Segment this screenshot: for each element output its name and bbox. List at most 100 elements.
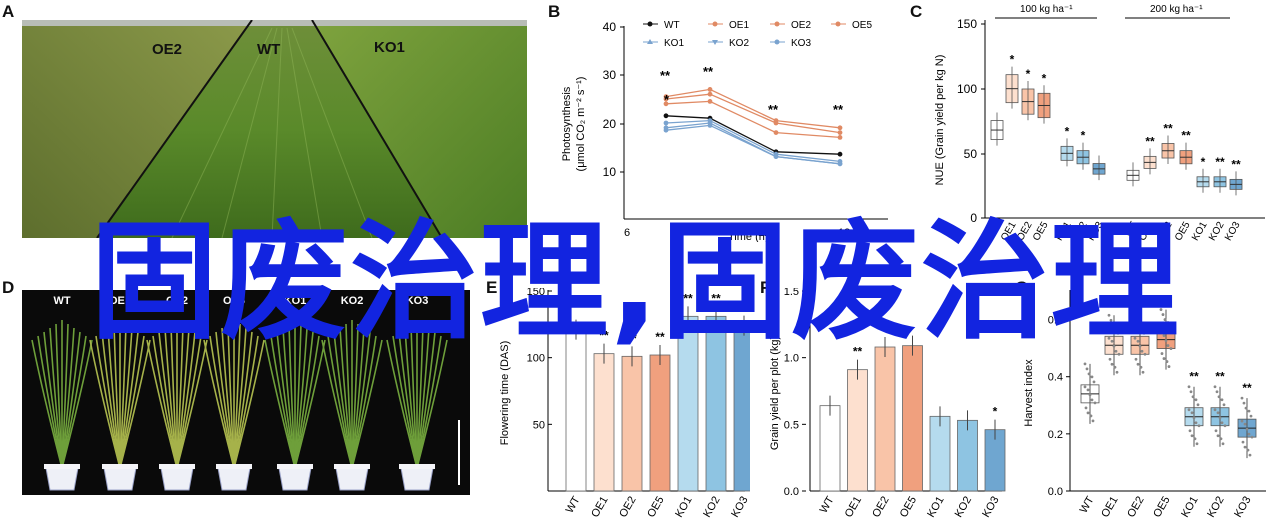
g-dot (1192, 416, 1196, 420)
xtick-ko2: KO2 (953, 495, 974, 520)
g-xtick-ko1: KO1 (1179, 495, 1200, 520)
plant-label-ko1: KO1 (284, 295, 307, 307)
b-sig-1: ** (660, 68, 671, 83)
b-point-ko3 (837, 161, 843, 167)
b-series-line-oe1 (665, 93, 841, 134)
bar-oe5 (649, 354, 671, 492)
b-point-oe5 (773, 130, 779, 135)
g-dot (1110, 339, 1114, 343)
g-dot (1109, 318, 1113, 322)
g-dot (1162, 334, 1166, 337)
b-point-ko3 (773, 154, 779, 160)
plant-ko3 (386, 320, 448, 491)
ytick: 100 (527, 353, 545, 365)
g-dot (1137, 323, 1141, 327)
c-xtick-ko2: KO2 (1207, 220, 1227, 243)
ytick: 0.5 (784, 419, 799, 431)
g-dot (1240, 396, 1244, 400)
plant-ko1 (264, 320, 326, 491)
g-dot (1092, 380, 1096, 384)
g-dot (1086, 388, 1090, 392)
bar-ko2 (957, 419, 978, 492)
bar-sig: ** (880, 322, 890, 336)
c-sig: ** (1231, 157, 1241, 171)
g-dot (1216, 434, 1220, 438)
photo-label-wt: WT (257, 41, 280, 58)
xtick-oe2: OE2 (617, 495, 638, 520)
g-dot (1220, 398, 1224, 402)
flowering-chart: Flowering time (DAS) ** ** ** ** ** ** WT OE1 O… (499, 288, 750, 520)
g-dot (1215, 390, 1219, 394)
g-dot (1244, 406, 1248, 410)
b-legend-ko1: KO1 (664, 38, 684, 49)
panel-g-letter: G (1015, 278, 1029, 297)
g-sig: ** (1215, 370, 1225, 384)
g-dot (1194, 421, 1198, 425)
g-sig: ** (1109, 298, 1119, 312)
bar-oe1 (593, 353, 615, 492)
field-photo-drawing: OE2 WT KO1 (22, 20, 527, 238)
panel-b-letter: B (548, 2, 561, 21)
f-ylabel: Grain yield per plot (kg) (769, 336, 781, 450)
g-dot (1194, 398, 1198, 402)
g-dot (1088, 393, 1092, 397)
b-point-wt (663, 113, 669, 119)
c-ylabel: NUE (Grain yield per kg N) (934, 55, 946, 186)
b-point-ko1 (663, 120, 669, 126)
panel-d-letter: D (2, 278, 15, 297)
plant-oe1 (89, 320, 151, 491)
b-series-line-oe5 (665, 100, 841, 139)
plant-wt (31, 320, 93, 491)
panel-f-letter: F (760, 278, 771, 297)
xtick-wt: WT (564, 494, 583, 515)
g-ytick: 0.4 (1048, 372, 1063, 384)
xtick-oe1: OE1 (589, 495, 610, 520)
g-dot (1222, 403, 1226, 407)
b-ytick-40: 40 (603, 20, 617, 34)
photosynthesis-chart: 10 20 30 40 Photosynthesis (μmol CO₂ m⁻²… (561, 20, 888, 242)
g-dot (1136, 339, 1140, 343)
plant-label-ko2: KO2 (341, 295, 364, 307)
plant-label-oe2: OE2 (166, 295, 188, 307)
g-dot (1091, 419, 1095, 423)
g-dot (1139, 365, 1143, 369)
photo-label-oe2: OE2 (152, 41, 182, 58)
c-sig: * (1010, 53, 1015, 67)
c-sig: * (1081, 129, 1086, 143)
g-sig: ** (1242, 381, 1252, 395)
g-dot (1090, 398, 1094, 402)
c-sig: ** (1145, 134, 1155, 148)
xtick-ko3: KO3 (980, 495, 1001, 520)
xtick-ko1: KO1 (673, 495, 694, 520)
g-dot (1216, 411, 1220, 415)
xtick-oe5: OE5 (645, 495, 666, 520)
xtick-wt: WT (818, 494, 837, 515)
g-dot (1168, 326, 1172, 329)
c-xtick-ko3: KO3 (1223, 220, 1243, 243)
g-dot (1189, 390, 1193, 394)
b-legend-ko3: KO3 (791, 38, 811, 49)
panel-c-letter: C (910, 2, 923, 21)
g-dot (1140, 326, 1144, 330)
g-dot (1164, 339, 1168, 342)
g-xtick-oe2: OE2 (1125, 495, 1146, 520)
xtick-ko3: KO3 (729, 495, 750, 520)
b-point-ko3 (707, 123, 713, 128)
g-dot (1240, 419, 1244, 423)
g-xtick-wt: WT (1078, 494, 1097, 515)
b-ytick-30: 30 (603, 68, 617, 82)
bar-sig: ** (655, 330, 665, 344)
plant-ko2 (321, 320, 383, 491)
bar-sig: ** (627, 331, 637, 345)
bar-sig: * (993, 405, 998, 419)
g-dot (1221, 442, 1225, 446)
g-dot (1114, 326, 1118, 330)
b-xtick-6: 6 (624, 227, 630, 239)
g-dot (1243, 422, 1247, 426)
c-group-100: 100 kg ha⁻¹ (1020, 4, 1073, 15)
g-dot (1084, 406, 1088, 410)
c-sig: * (1065, 124, 1070, 138)
b-sig-4: ** (833, 102, 844, 117)
b-legend-oe1: OE1 (729, 20, 749, 31)
g-dot (1197, 424, 1201, 428)
